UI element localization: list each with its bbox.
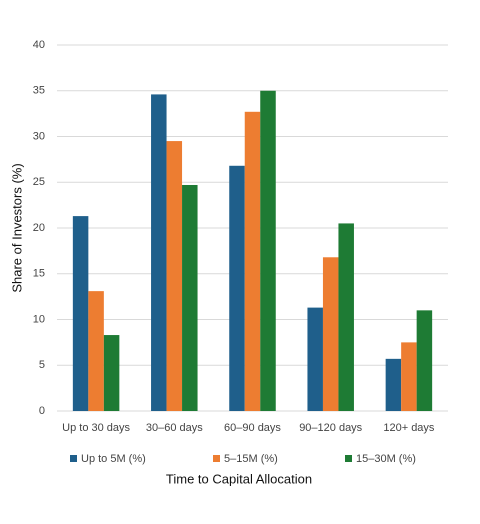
x-tick-label: 90–120 days — [299, 422, 362, 434]
y-tick-label: 25 — [33, 176, 45, 188]
bar — [166, 141, 183, 411]
legend-label: 5–15M (%) — [224, 453, 278, 465]
bar — [103, 335, 120, 411]
legend-swatch — [70, 455, 77, 462]
y-tick-label: 15 — [33, 268, 45, 280]
x-tick-label: Up to 30 days — [62, 422, 130, 434]
x-tick-label: 120+ days — [383, 422, 435, 434]
bar — [307, 307, 323, 411]
y-tick-label: 30 — [33, 130, 45, 142]
y-tick-label: 20 — [33, 222, 45, 234]
x-tick-label: 30–60 days — [146, 422, 203, 434]
y-tick-label: 10 — [33, 313, 45, 325]
bar — [322, 257, 339, 411]
bar — [244, 111, 261, 412]
bar — [72, 216, 89, 411]
legend-label: 15–30M (%) — [356, 453, 416, 465]
y-tick-label: 35 — [33, 85, 45, 97]
bar — [151, 94, 167, 411]
bar — [88, 291, 104, 411]
bar — [416, 310, 433, 411]
y-tick-label: 0 — [39, 405, 45, 417]
legend-swatch — [345, 455, 352, 462]
bar — [229, 165, 245, 411]
x-tick-label: 60–90 days — [224, 422, 281, 434]
y-tick-label: 40 — [33, 39, 45, 51]
bar — [385, 358, 402, 411]
legend-label: Up to 5M (%) — [81, 453, 146, 465]
y-tick-label: 5 — [39, 359, 45, 371]
bar — [338, 223, 354, 411]
y-axis-title: Share of Investors (%) — [9, 163, 24, 292]
bar — [182, 184, 198, 411]
bar — [260, 90, 276, 411]
bar — [401, 342, 417, 411]
x-axis-title: Time to Capital Allocation — [166, 471, 312, 486]
legend-swatch — [213, 455, 220, 462]
